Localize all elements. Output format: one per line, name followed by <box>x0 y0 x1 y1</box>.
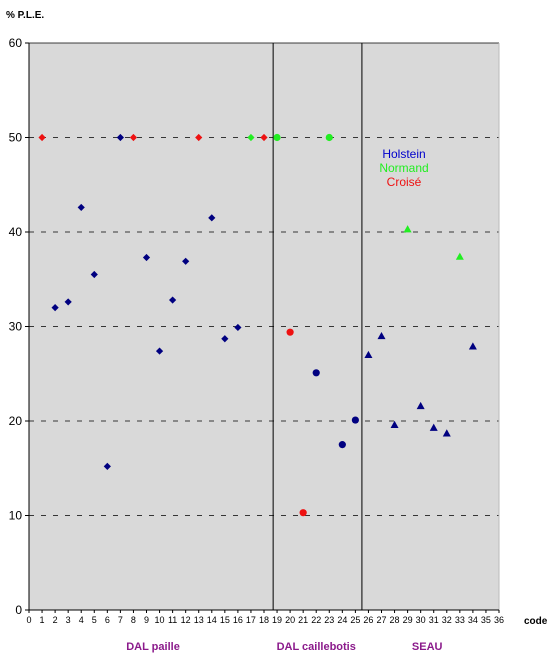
data-point-triangle <box>442 429 451 437</box>
data-point-diamond <box>90 270 98 279</box>
x-tick-label: 20 <box>285 615 295 625</box>
data-point-circle <box>312 369 320 377</box>
x-tick-label: 25 <box>350 615 360 625</box>
data-point-diamond <box>38 133 46 142</box>
data-point-diamond <box>247 133 255 142</box>
data-point-diamond <box>169 296 177 304</box>
data-point-triangle <box>390 420 399 428</box>
data-points <box>38 133 477 517</box>
x-tick-label: 33 <box>455 615 465 625</box>
x-tick-label: 1 <box>40 615 45 625</box>
data-point-circle <box>299 509 307 517</box>
y-tick-labels: 0 10 20 30 40 50 60 <box>9 36 29 617</box>
x-tick-labels: 0 1 2 3 4 5 6 7 8 9 10 11 12 13 14 15 16 17 18 19 20 21 22 23 24… <box>26 610 504 625</box>
x-tick-label: 30 <box>416 615 426 625</box>
x-tick-label: 27 <box>376 615 386 625</box>
data-point-diamond <box>51 304 59 312</box>
x-tick-label: 5 <box>92 615 97 625</box>
x-tick-label: 18 <box>259 615 269 625</box>
x-tick-label: 8 <box>131 615 136 625</box>
group-labels: DAL paille DAL caillebotis SEAU <box>126 641 442 653</box>
data-point-circle <box>273 133 281 142</box>
x-tick-label: 2 <box>53 615 58 625</box>
x-tick-label: 36 <box>494 615 504 625</box>
x-tick-label: 11 <box>168 615 177 625</box>
y-tick-label: 40 <box>9 225 23 239</box>
y-tick-label: 60 <box>9 36 23 50</box>
x-tick-label: 17 <box>246 615 256 625</box>
grid-lines <box>29 42 500 610</box>
data-point-triangle <box>429 423 438 431</box>
x-tick-label: 16 <box>233 615 243 625</box>
x-tick-label: 14 <box>207 615 217 625</box>
section-dividers <box>272 43 363 610</box>
x-tick-label: 28 <box>390 615 400 625</box>
group-label: DAL paille <box>126 641 180 653</box>
data-point-diamond <box>155 347 164 355</box>
y-tick-label: 20 <box>9 414 23 428</box>
data-point-triangle <box>468 342 477 350</box>
x-tick-label: 26 <box>363 615 373 625</box>
x-tick-label: 13 <box>194 615 204 625</box>
x-axis-label: code <box>524 616 548 627</box>
legend-entry: Normand <box>379 161 428 175</box>
x-tick-label: 10 <box>155 615 165 625</box>
data-point-diamond <box>129 133 138 142</box>
x-tick-label: 31 <box>429 615 439 625</box>
group-label: SEAU <box>412 641 443 653</box>
data-point-triangle <box>377 331 386 340</box>
data-point-triangle <box>403 225 412 233</box>
x-tick-label: 24 <box>337 615 347 625</box>
data-point-diamond <box>116 133 124 142</box>
data-point-triangle <box>455 252 464 260</box>
data-point-circle <box>338 441 346 449</box>
data-point-diamond <box>234 323 242 332</box>
y-tick-label: 0 <box>15 603 22 617</box>
x-tick-label: 21 <box>298 615 308 625</box>
x-tick-label: 4 <box>79 615 84 625</box>
data-point-diamond <box>221 335 229 343</box>
y-tick-label: 50 <box>9 131 23 145</box>
x-tick-label: 23 <box>324 615 334 625</box>
x-tick-label: 22 <box>311 615 321 625</box>
data-point-circle <box>325 133 333 142</box>
legend-entry: Croisé <box>387 175 422 189</box>
legend-entry: Holstein <box>382 147 425 161</box>
x-tick-label: 6 <box>105 615 110 625</box>
x-tick-label: 7 <box>118 615 123 625</box>
x-tick-label: 29 <box>403 615 413 625</box>
data-point-triangle <box>364 350 373 359</box>
data-point-diamond <box>208 214 216 222</box>
x-tick-label: 3 <box>66 615 71 625</box>
data-point-triangle <box>416 401 425 410</box>
data-point-diamond <box>182 257 190 265</box>
data-point-diamond <box>260 133 268 142</box>
group-label: DAL caillebotis <box>277 641 356 653</box>
data-point-diamond <box>195 133 203 142</box>
data-point-circle <box>286 328 294 336</box>
y-axis-label: % P.L.E. <box>6 10 44 21</box>
x-tick-label: 35 <box>481 615 491 625</box>
data-point-diamond <box>142 253 151 262</box>
y-tick-label: 30 <box>9 320 23 334</box>
data-point-circle <box>351 416 359 424</box>
x-tick-label: 34 <box>468 615 478 625</box>
y-tick-label: 10 <box>9 509 23 523</box>
x-tick-label: 9 <box>144 615 149 625</box>
x-tick-label: 32 <box>442 615 452 625</box>
x-tick-label: 12 <box>181 615 191 625</box>
data-point-diamond <box>77 203 85 212</box>
data-point-diamond <box>103 462 111 470</box>
x-tick-label: 0 <box>26 615 31 625</box>
x-tick-label: 19 <box>272 615 282 625</box>
x-tick-label: 15 <box>220 615 230 625</box>
data-point-diamond <box>64 298 72 306</box>
